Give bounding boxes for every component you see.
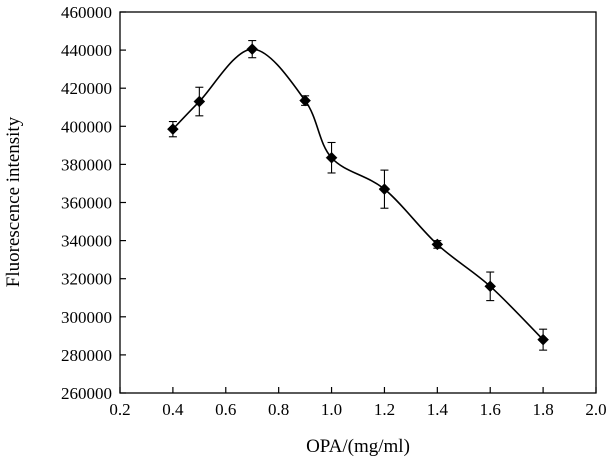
y-tick-label: 460000 [61, 3, 112, 22]
y-tick-label: 300000 [61, 308, 112, 327]
y-tick-label: 320000 [61, 270, 112, 289]
data-point-marker [537, 333, 549, 346]
data-point-marker [193, 95, 206, 108]
data-point-marker [378, 183, 391, 196]
data-point-marker [246, 43, 259, 56]
x-tick-label: 1.6 [480, 400, 501, 419]
x-tick-label: 0.2 [109, 400, 130, 419]
y-tick-label: 260000 [61, 384, 112, 403]
data-point-marker [167, 123, 179, 136]
x-tick-label: 2.0 [585, 400, 606, 419]
x-tick-label: 1.8 [532, 400, 553, 419]
y-tick-label: 400000 [61, 117, 112, 136]
y-tick-label: 420000 [61, 79, 112, 98]
y-tick-labels: 260000 280000 300000 320000 340000 360000 3800… [61, 3, 112, 403]
x-tick-label: 0.4 [162, 400, 184, 419]
marker-layer [167, 43, 549, 346]
y-tick-label: 380000 [61, 155, 112, 174]
plot-area-frame [119, 11, 597, 394]
data-point-marker [325, 151, 338, 164]
y-tick-label: 360000 [61, 194, 112, 213]
data-point-marker [484, 280, 497, 293]
y-axis-title: Fluorescence intensity [3, 116, 24, 287]
x-tick-labels: 0.2 0.4 0.6 0.8 1.0 1.2 1.4 1.6 1.8 2.0 [109, 400, 606, 419]
x-tick-label: 1.0 [321, 400, 342, 419]
x-tick-label: 0.8 [268, 400, 289, 419]
data-point-marker [431, 238, 444, 251]
x-tick-label: 0.6 [215, 400, 236, 419]
x-tick-label: 1.2 [374, 400, 395, 419]
y-tick-label: 340000 [61, 232, 112, 251]
x-axis-title: OPA/(mg/ml) [306, 436, 410, 457]
y-tick-label: 280000 [61, 346, 112, 365]
y-tick-label: 440000 [61, 41, 112, 60]
data-point-marker [299, 94, 311, 107]
x-tick-label: 1.4 [427, 400, 449, 419]
